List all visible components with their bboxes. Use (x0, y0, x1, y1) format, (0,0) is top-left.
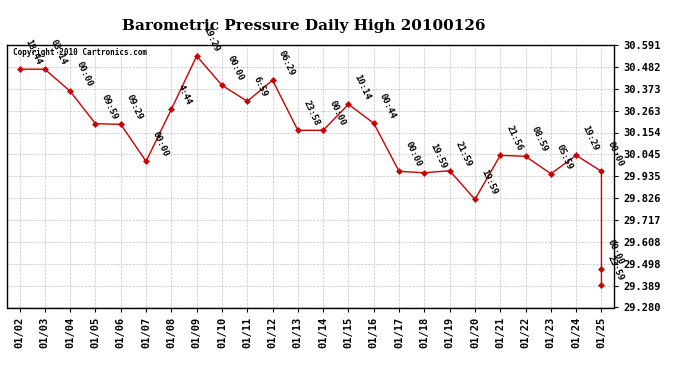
Text: 19:59: 19:59 (428, 142, 448, 170)
Text: 09:29: 09:29 (125, 93, 144, 122)
Text: 00:44: 00:44 (378, 92, 397, 120)
Text: 06:29: 06:29 (277, 49, 296, 78)
Text: 10:14: 10:14 (353, 74, 372, 102)
Text: 21:59: 21:59 (454, 140, 473, 168)
Text: Copyright 2010 Cartronics.com: Copyright 2010 Cartronics.com (13, 48, 147, 57)
Text: 6:59: 6:59 (251, 75, 268, 99)
Text: 09:59: 09:59 (99, 93, 119, 121)
Text: 19:59: 19:59 (479, 168, 499, 196)
Text: 00:00: 00:00 (75, 60, 94, 88)
Text: 00:00: 00:00 (606, 238, 625, 267)
Text: 4:44: 4:44 (175, 83, 193, 106)
Text: 00:00: 00:00 (606, 140, 625, 169)
Text: 03:14: 03:14 (49, 38, 68, 66)
Text: 18:44: 18:44 (23, 38, 43, 66)
Text: 19:29: 19:29 (201, 25, 220, 53)
Text: 08:59: 08:59 (530, 125, 549, 153)
Text: 23:58: 23:58 (302, 99, 322, 128)
Text: 21:56: 21:56 (504, 124, 524, 153)
Text: 00:00: 00:00 (327, 99, 347, 128)
Text: 00:00: 00:00 (226, 54, 246, 82)
Text: 05:59: 05:59 (555, 143, 575, 171)
Text: 23:59: 23:59 (606, 255, 625, 283)
Text: 19:29: 19:29 (580, 124, 600, 153)
Text: Barometric Pressure Daily High 20100126: Barometric Pressure Daily High 20100126 (122, 19, 485, 33)
Text: 00:00: 00:00 (403, 140, 423, 169)
Text: 00:00: 00:00 (150, 130, 170, 159)
